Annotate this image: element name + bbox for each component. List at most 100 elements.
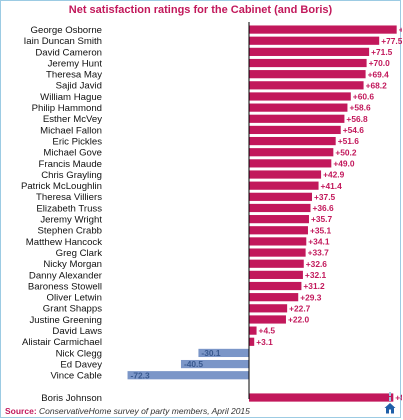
bar-positive — [249, 248, 306, 257]
category-label: Boris Johnson — [41, 393, 102, 404]
category-label: Vince Cable — [50, 371, 102, 382]
category-label: Ed Davey — [60, 359, 102, 370]
category-label: Jeremy Wright — [40, 215, 102, 226]
bar-positive — [249, 237, 307, 246]
data-label: -72.3 — [131, 370, 150, 380]
category-label: Theresa May — [46, 70, 102, 81]
category-label: David Laws — [52, 326, 102, 337]
bar-positive — [249, 114, 345, 123]
data-label: +41.4 — [321, 181, 343, 191]
bar-positive — [249, 181, 319, 190]
data-label: +60.6 — [353, 92, 375, 102]
data-label: -40.5 — [184, 359, 203, 369]
bar-positive — [249, 215, 309, 224]
category-label: Patrick McLoughlin — [21, 181, 102, 192]
bar-positive — [249, 337, 255, 346]
bar-positive — [249, 203, 311, 213]
bar-negative — [198, 348, 249, 358]
category-label: Francis Maude — [39, 159, 102, 170]
category-label: Theresa Villiers — [36, 192, 102, 203]
data-label: +36.6 — [312, 203, 334, 213]
category-label: Elizabeth Truss — [36, 203, 102, 214]
bar-positive — [249, 136, 336, 146]
source-label: Source: — [5, 406, 37, 416]
category-label: Baroness Stowell — [28, 281, 102, 292]
data-label: +70.0 — [369, 58, 391, 68]
bar-positive — [249, 259, 304, 268]
source-note: Source: ConservativeHome survey of party… — [5, 406, 250, 416]
category-label: Danny Alexander — [29, 270, 103, 281]
data-label: +54.6 — [343, 125, 365, 135]
data-label: +3.1 — [256, 337, 273, 347]
category-label: Eric Pickles — [52, 136, 102, 147]
data-label: +50.2 — [335, 147, 357, 157]
data-label: +51.6 — [338, 136, 360, 146]
bar-positive — [249, 281, 302, 291]
bar-positive — [249, 58, 367, 68]
bar-positive — [249, 170, 322, 179]
category-label: Esther McVey — [43, 114, 102, 125]
data-label: +85.9 — [395, 393, 402, 403]
bar-positive — [249, 25, 397, 34]
bar-positive — [249, 81, 364, 90]
bar-positive — [249, 293, 299, 302]
data-label: +4.5 — [259, 326, 276, 336]
category-label: David Cameron — [35, 47, 102, 58]
category-label: Michael Fallon — [40, 125, 102, 136]
bar-negative — [180, 359, 249, 369]
category-label: Sajid Javid — [56, 81, 102, 92]
chart-title: Net satisfaction ratings for the Cabinet… — [68, 4, 333, 16]
category-label: Michael Gove — [43, 148, 102, 159]
category-label: William Hague — [40, 92, 102, 103]
data-label: +32.6 — [306, 259, 328, 269]
bar-positive — [249, 326, 257, 335]
conservativehome-house-icon — [384, 392, 396, 414]
category-label: Grant Shapps — [43, 304, 102, 315]
bar-positive — [249, 103, 348, 112]
bar-positive — [249, 36, 380, 45]
category-label: Philip Hammond — [32, 103, 102, 114]
bar-negative — [127, 371, 249, 380]
category-label: Justine Greening — [29, 315, 102, 326]
data-label: +22.7 — [289, 303, 311, 313]
category-label: Stephen Crabb — [37, 226, 102, 237]
data-label: +87.9 — [399, 25, 402, 35]
category-label: Alistair Carmichael — [22, 337, 102, 348]
category-label: Nick Clegg — [56, 348, 102, 359]
data-label: +29.3 — [300, 292, 322, 302]
data-label: +33.7 — [308, 248, 330, 258]
data-label: +31.2 — [303, 281, 325, 291]
bar-positive — [249, 226, 308, 235]
bar-positive — [249, 125, 341, 135]
data-label: +34.1 — [308, 237, 330, 247]
category-label: Iain Duncan Smith — [24, 36, 102, 47]
bar-positive — [249, 192, 312, 201]
bar-positive — [249, 315, 286, 324]
category-label: Matthew Hancock — [26, 237, 102, 248]
bar-positive — [249, 148, 334, 157]
data-label: +35.1 — [310, 225, 332, 235]
data-label: +69.4 — [368, 69, 390, 79]
data-label: +35.7 — [311, 214, 333, 224]
category-label: Nicky Morgan — [43, 259, 102, 270]
data-label: +22.0 — [288, 315, 310, 325]
category-label: George Osborne — [31, 25, 102, 36]
data-label: +37.5 — [314, 192, 336, 202]
data-label: +32.1 — [305, 270, 327, 280]
category-label: Jeremy Hunt — [48, 58, 103, 69]
bar-positive — [249, 92, 351, 101]
data-label: +58.6 — [349, 103, 371, 113]
source-text: ConservativeHome survey of party members… — [39, 406, 250, 416]
data-label: -30.1 — [201, 348, 220, 358]
bar-positive — [249, 270, 303, 279]
data-label: +49.0 — [333, 158, 355, 168]
bar-positive — [249, 393, 394, 402]
data-label: +56.8 — [346, 114, 368, 124]
data-label: +42.9 — [323, 170, 345, 180]
category-label: Chris Grayling — [41, 170, 102, 181]
bar-positive — [249, 159, 332, 168]
category-label: Oliver Letwin — [47, 293, 102, 304]
data-label: +77.5 — [381, 36, 402, 46]
